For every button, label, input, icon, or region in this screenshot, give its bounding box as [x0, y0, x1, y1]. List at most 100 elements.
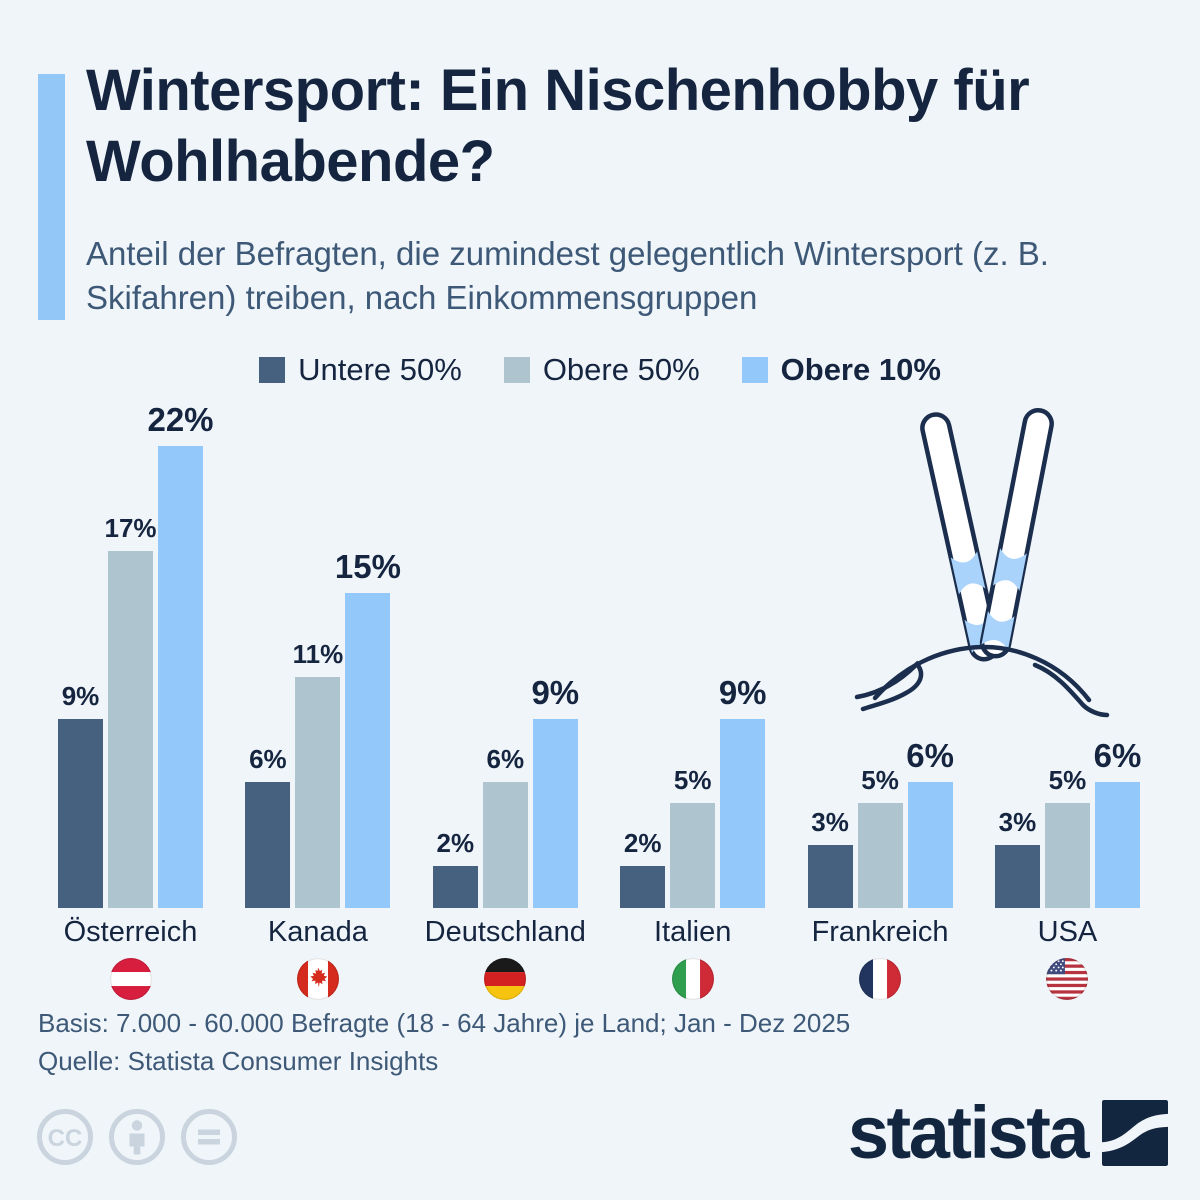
- bar-column-untere-50: 3%: [994, 807, 1040, 908]
- bar-chart: 9% 17% 22% Österreich 6% 11% 15% Kanada 2% 6% 9% De…: [58, 388, 1142, 1000]
- bar-value-label: 6%: [486, 744, 525, 774]
- legend-swatch-icon: [259, 357, 286, 383]
- license-icons: CC: [36, 1108, 238, 1166]
- statista-logo-icon: [1102, 1100, 1168, 1166]
- bar-value-label: 15%: [334, 548, 401, 585]
- chart-legend: Untere 50% Obere 50% Obere 10%: [0, 352, 1200, 388]
- legend-swatch-icon: [503, 357, 530, 383]
- flag-canada-icon: [296, 958, 339, 1000]
- country-label: Österreich: [63, 916, 198, 948]
- bar-untere-50: [432, 866, 478, 908]
- bar-column-obere-10: 9%: [718, 674, 767, 908]
- country-label: Frankreich: [811, 916, 949, 948]
- title-accent-bar: [38, 74, 65, 320]
- bar-value-label: 6%: [906, 737, 954, 774]
- bar-column-obere-10: 9%: [531, 674, 580, 908]
- source-note: Quelle: Statista Consumer Insights: [38, 1046, 439, 1076]
- country-label: Deutschland: [424, 916, 586, 948]
- country-group-frankreich: 3% 5% 6% Frankreich: [807, 388, 954, 1000]
- bar-column-untere-50: 9%: [58, 681, 103, 908]
- bar-obere-50: [1044, 803, 1090, 908]
- bar-column-obere-10: 22%: [147, 401, 214, 908]
- svg-text:CC: CC: [48, 1125, 83, 1152]
- bar-value-label: 6%: [1093, 737, 1142, 774]
- bars-row: 3% 5% 6%: [807, 388, 954, 908]
- bar-obere-10: [345, 593, 391, 908]
- page-title: Wintersport: Ein Nischenhobby für Wohlha…: [86, 58, 1030, 194]
- legend-label: Untere 50%: [298, 352, 462, 387]
- bar-value-label: 5%: [673, 765, 712, 795]
- bars-row: 2% 5% 9%: [620, 388, 767, 908]
- legend-item-untere-50: Untere 50%: [259, 352, 462, 388]
- bar-groups: 9% 17% 22% Österreich 6% 11% 15% Kanada 2% 6% 9% De…: [58, 388, 1142, 1000]
- bar-column-untere-50: 3%: [807, 807, 853, 908]
- legend-item-obere-10: Obere 10%: [741, 352, 941, 388]
- bar-column-obere-50: 5%: [857, 765, 903, 908]
- bar-column-obere-10: 6%: [906, 737, 954, 908]
- bar-obere-10: [532, 719, 578, 908]
- bar-column-untere-50: 6%: [245, 744, 291, 908]
- flag-usa-icon: [1046, 958, 1089, 1000]
- bar-column-obere-10: 6%: [1093, 737, 1142, 908]
- bar-value-label: 5%: [861, 765, 899, 795]
- flag-germany-icon: [484, 958, 527, 1000]
- ski-illustration-icon: [853, 398, 1115, 720]
- country-group-sterreich: 9% 17% 22% Österreich: [58, 388, 214, 1000]
- flag-italy-icon: [671, 958, 714, 1000]
- bar-untere-50: [58, 719, 103, 908]
- bar-untere-50: [994, 845, 1040, 908]
- bar-value-label: 6%: [249, 744, 287, 774]
- bar-value-label: 11%: [292, 639, 344, 669]
- bar-obere-10: [1094, 782, 1140, 908]
- country-group-usa: 3% 5% 6% USA: [994, 388, 1142, 1000]
- statista-wordmark: statista: [847, 1091, 1090, 1174]
- bar-untere-50: [807, 845, 853, 908]
- country-group-kanada: 6% 11% 15% Kanada: [245, 388, 401, 1000]
- footer-notes: Basis: 7.000 - 60.000 Befragte (18 - 64 …: [38, 1004, 850, 1080]
- bar-obere-50: [857, 803, 903, 908]
- bar-obere-50: [482, 782, 528, 908]
- country-group-deutschland: 2% 6% 9% Deutschland: [425, 388, 586, 1000]
- bars-row: 2% 6% 9%: [432, 388, 580, 908]
- bar-value-label: 5%: [1048, 765, 1087, 795]
- bar-untere-50: [620, 866, 666, 908]
- bar-value-label: 22%: [147, 401, 214, 438]
- statista-branding: statista: [848, 1096, 1168, 1170]
- bar-value-label: 9%: [718, 674, 767, 711]
- bar-value-label: 2%: [436, 828, 475, 858]
- bar-value-label: 17%: [104, 513, 157, 543]
- basis-note: Basis: 7.000 - 60.000 Befragte (18 - 64 …: [38, 1008, 851, 1038]
- bar-value-label: 2%: [623, 828, 662, 858]
- country-label: Italien: [653, 916, 732, 948]
- bar-obere-10: [907, 782, 953, 908]
- cc-nd-equals-icon: [180, 1108, 238, 1166]
- bar-column-obere-50: 11%: [293, 639, 343, 908]
- bar-obere-10: [720, 719, 766, 908]
- bar-obere-10: [158, 446, 203, 908]
- bar-column-untere-50: 2%: [432, 828, 478, 908]
- bar-column-obere-50: 6%: [482, 744, 528, 908]
- bar-value-label: 3%: [998, 807, 1037, 837]
- bar-obere-50: [108, 551, 153, 908]
- bar-value-label: 3%: [811, 807, 849, 837]
- bar-column-obere-50: 5%: [1044, 765, 1090, 908]
- bars-row: 6% 11% 15%: [245, 388, 401, 908]
- legend-label: Obere 50%: [542, 352, 700, 387]
- flag-austria-icon: [109, 958, 152, 1000]
- bars-row: 9% 17% 22%: [58, 388, 214, 908]
- legend-swatch-icon: [741, 357, 768, 383]
- legend-label: Obere 10%: [780, 352, 941, 387]
- bar-obere-50: [670, 803, 716, 908]
- page-subtitle: Anteil der Befragten, die zumindest gele…: [86, 235, 1049, 316]
- bar-obere-50: [295, 677, 341, 908]
- country-label: USA: [1037, 916, 1098, 948]
- bar-value-label: 9%: [531, 674, 580, 711]
- bar-column-obere-50: 17%: [104, 513, 157, 908]
- legend-item-obere-50: Obere 50%: [503, 352, 700, 388]
- bar-column-untere-50: 2%: [620, 828, 666, 908]
- bar-column-obere-50: 5%: [670, 765, 716, 908]
- cc-license-icon: CC: [36, 1108, 94, 1166]
- bar-value-label: 9%: [61, 681, 100, 711]
- bars-row: 3% 5% 6%: [994, 388, 1142, 908]
